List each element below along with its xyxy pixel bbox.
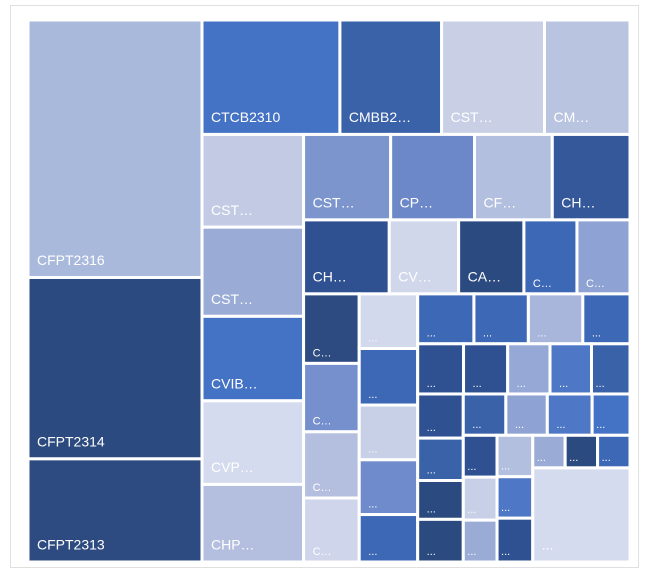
tile-label: CFPT2313 (37, 537, 105, 553)
tile-label: ... (569, 452, 578, 464)
tile (416, 342, 466, 396)
tile (416, 436, 465, 483)
tile-label: CF… (484, 195, 517, 211)
tile (543, 18, 632, 136)
tile-label: CST… (451, 109, 493, 125)
tile (531, 466, 632, 564)
tile (506, 342, 552, 396)
tile (462, 342, 510, 396)
tile (357, 403, 420, 462)
tile (302, 132, 393, 222)
tile-label: C… (313, 347, 332, 359)
tile (581, 292, 632, 346)
tile-label: CHP… (211, 537, 255, 553)
tile-label: ... (472, 419, 481, 431)
tile-label: C… (586, 278, 605, 290)
tile-label: ... (467, 461, 476, 473)
tile-label: ... (556, 419, 565, 431)
tile-label: C… (313, 482, 332, 494)
tile (200, 225, 306, 318)
tile-label: ... (501, 546, 510, 558)
tile (522, 218, 579, 296)
tile-label: ... (592, 328, 601, 340)
tile-label: CM… (554, 109, 590, 125)
tile-label: CA… (468, 269, 501, 285)
tile (461, 392, 508, 437)
tile-label: ... (427, 378, 436, 390)
tile (575, 218, 632, 296)
tile (416, 479, 465, 521)
tile-label: ... (427, 328, 436, 340)
tile-label: ... (368, 498, 377, 510)
tile-label: CVP… (211, 459, 254, 475)
tile-label: ... (467, 546, 476, 558)
tile-label: CVIB… (211, 376, 258, 392)
tile-label: CTCB2310 (211, 109, 280, 125)
tile (461, 518, 499, 564)
tile-label: ... (473, 378, 482, 390)
tile-label: ... (559, 378, 568, 390)
tile-label: ... (368, 444, 377, 456)
tile (26, 18, 204, 279)
tile-label: ... (427, 546, 436, 558)
tile (589, 342, 632, 396)
tile-label: ... (427, 464, 436, 476)
tile (472, 292, 530, 346)
tile-label: CV… (398, 269, 431, 285)
tile-label: ... (368, 332, 377, 344)
tile (495, 516, 535, 564)
tile-label: CP… (400, 195, 433, 211)
tile (545, 392, 594, 437)
tile-label: ... (596, 419, 605, 431)
tile-label: ... (537, 452, 546, 464)
tile-label: ... (602, 452, 611, 464)
tile (473, 132, 554, 222)
tile-label: ... (595, 378, 604, 390)
tile (504, 392, 549, 437)
tile-label: ... (515, 419, 524, 431)
tile-label: ... (368, 389, 377, 401)
tile-label: C… (313, 416, 332, 428)
tile-label: ... (368, 546, 377, 558)
tile-label: ... (537, 328, 546, 340)
tile-label: CFPT2314 (37, 434, 105, 450)
tile-label: CST… (211, 291, 253, 307)
tile-label: CST… (211, 202, 253, 218)
tile-label: ... (501, 502, 510, 514)
tile-label: ... (501, 461, 510, 473)
tile-label: CH… (313, 269, 347, 285)
tile (26, 275, 204, 461)
tile (416, 517, 465, 564)
tile-label: CMBB2… (349, 109, 411, 125)
tile-label: ... (517, 378, 526, 390)
tile-label: ... (467, 504, 476, 516)
tile-label: ... (427, 422, 436, 434)
tile-label: C… (313, 546, 332, 558)
tile (302, 430, 361, 500)
tile-label: ... (427, 503, 436, 515)
tile-label: CST… (313, 195, 355, 211)
tile (26, 457, 204, 564)
tile-label: CFPT2316 (37, 252, 105, 268)
tile-label: ... (542, 537, 554, 553)
tile (302, 218, 391, 296)
tile-label: C… (533, 278, 552, 290)
tile (461, 475, 499, 522)
tile (548, 342, 593, 396)
tile (387, 218, 461, 296)
tile (200, 399, 306, 486)
tile (416, 392, 465, 440)
tile-label: ... (483, 328, 492, 340)
tile-label: CH… (561, 195, 595, 211)
